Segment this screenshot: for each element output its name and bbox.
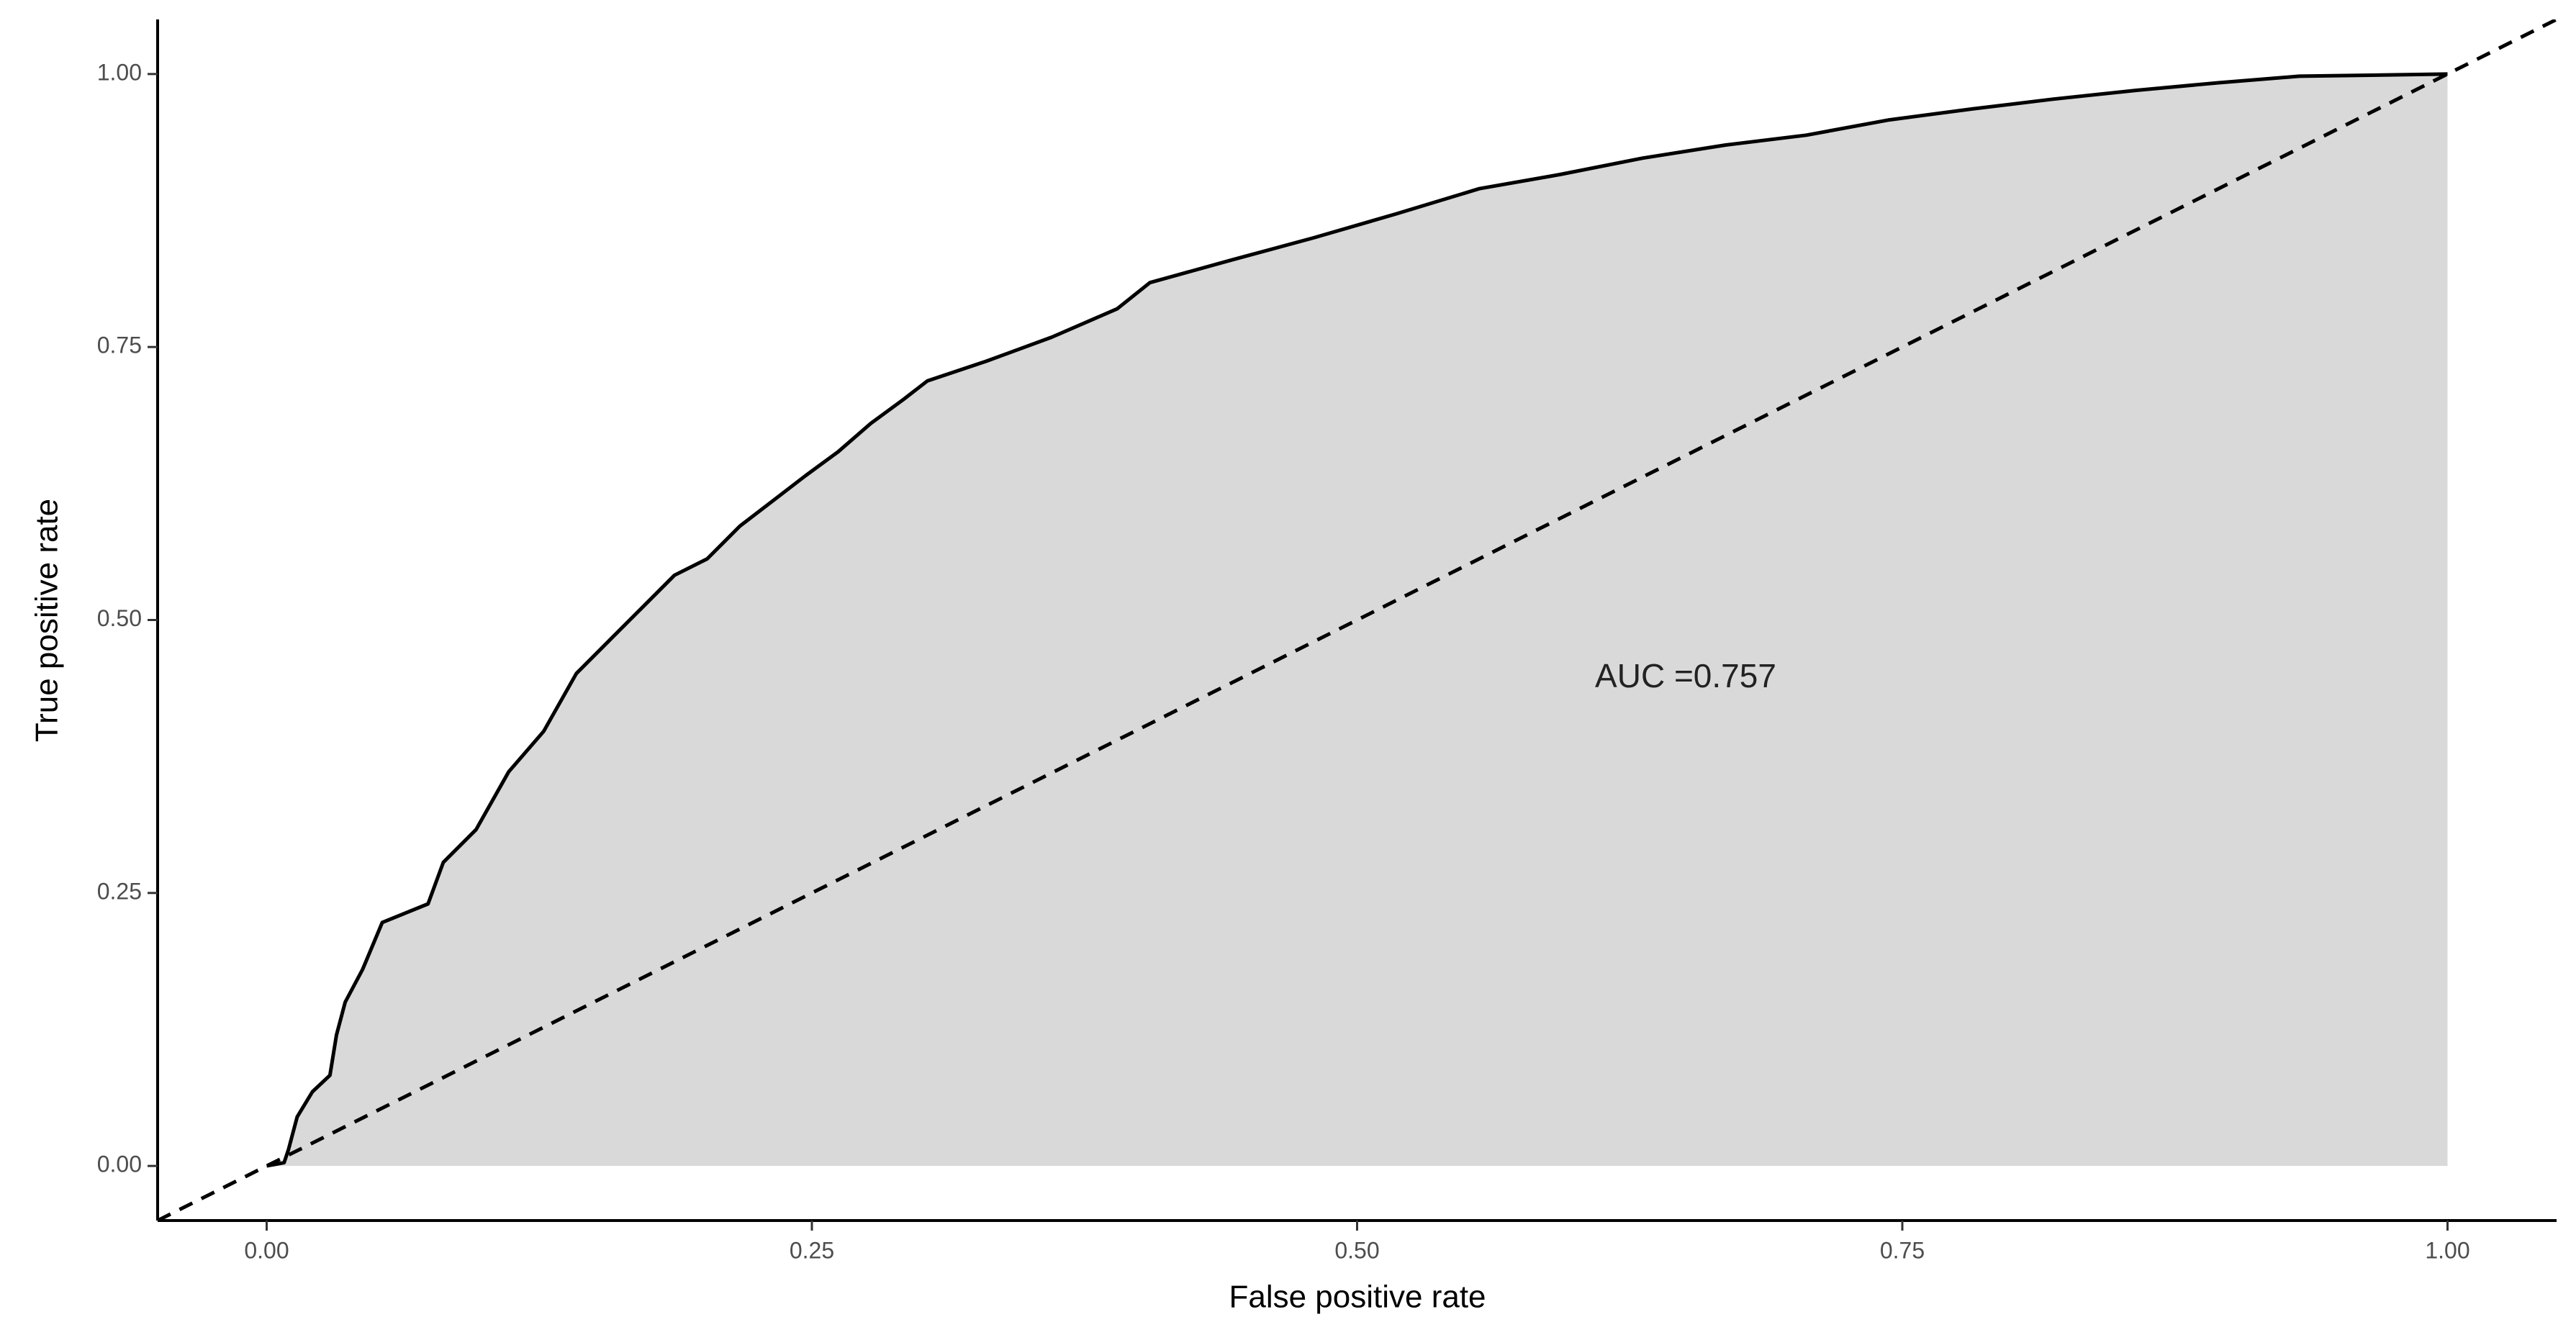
y-tick-label: 0.75 — [97, 332, 142, 358]
x-axis-title: False positive rate — [1229, 1280, 1486, 1315]
annotation: AUC =0.757 — [1595, 657, 1776, 694]
y-tick-label: 0.00 — [97, 1151, 142, 1177]
y-tick-label: 0.50 — [97, 605, 142, 631]
x-tick-label: 1.00 — [2425, 1237, 2469, 1263]
y-tick-label: 1.00 — [97, 59, 142, 85]
x-tick-label: 0.75 — [1880, 1237, 1925, 1263]
x-tick-label: 0.00 — [244, 1237, 289, 1263]
y-axis-title: True positive rate — [30, 499, 65, 742]
x-tick-label: 0.25 — [790, 1237, 834, 1263]
area — [266, 73, 2448, 1167]
y-tick-label: 0.25 — [97, 878, 142, 904]
reference-line — [158, 19, 2557, 1221]
x-tick-label: 0.50 — [1334, 1237, 1379, 1263]
roc-curve — [266, 72, 2448, 1168]
